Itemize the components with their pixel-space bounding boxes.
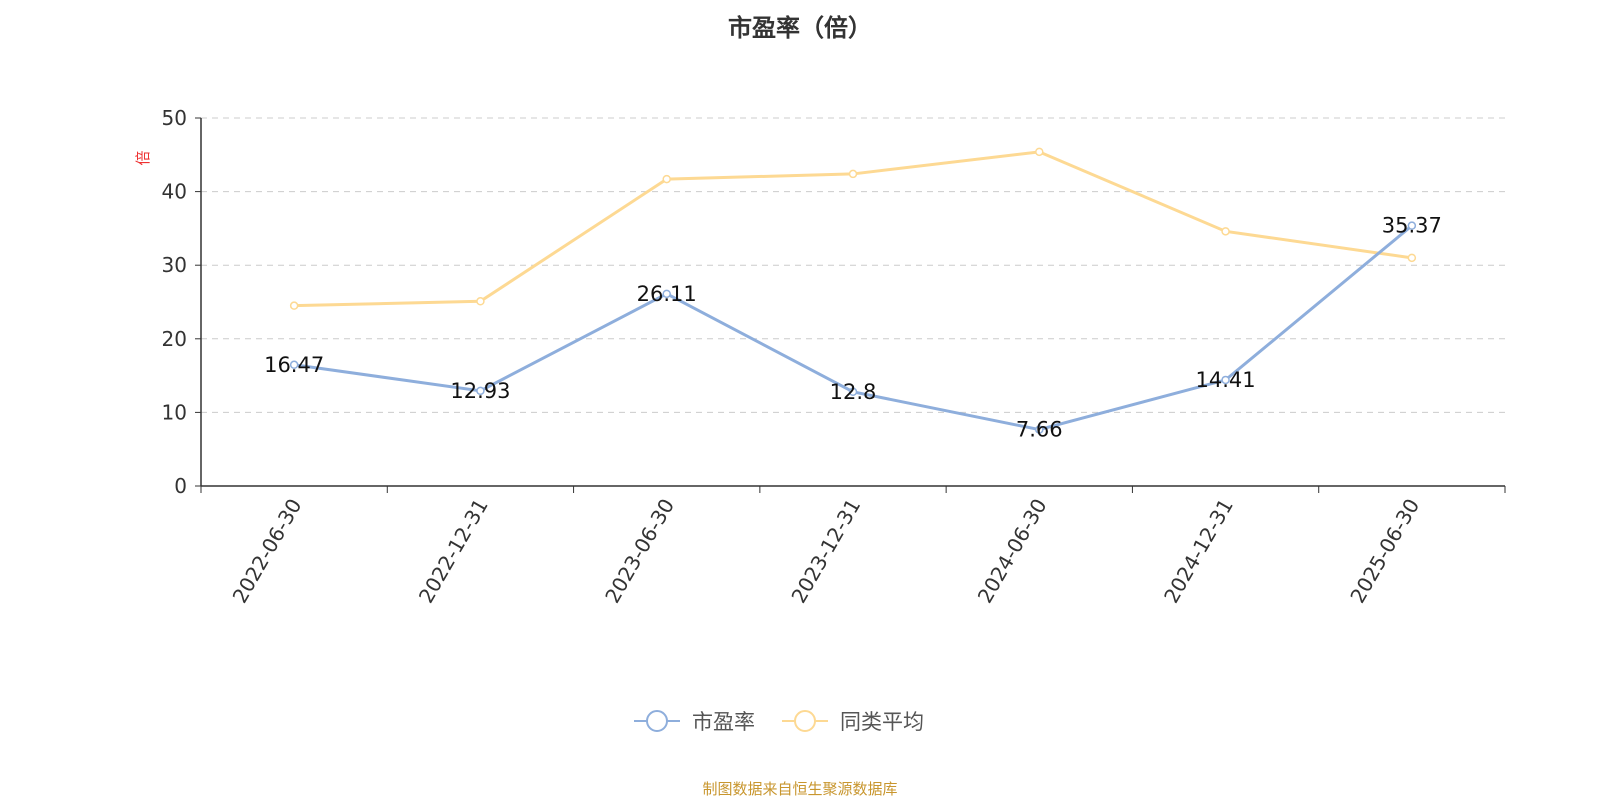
legend-marker <box>646 710 668 732</box>
legend-label: 市盈率 <box>692 710 755 734</box>
data-point <box>662 289 671 299</box>
x-tick-label: 2025-06-30 <box>1345 495 1424 608</box>
data-point <box>848 387 858 397</box>
data-point <box>1407 253 1417 263</box>
x-tick-label: 2023-12-31 <box>786 495 865 608</box>
data-source-note: 制图数据来自恒生聚源数据库 <box>702 780 898 798</box>
y-tick-label: 40 <box>162 180 187 204</box>
data-point <box>1035 147 1044 157</box>
data-label: 14.41 <box>1196 368 1256 392</box>
data-label: 7.66 <box>1016 418 1063 442</box>
data-point <box>848 169 858 179</box>
y-axis-label: 倍 <box>134 150 152 165</box>
x-tick-label: 2023-06-30 <box>600 495 679 608</box>
x-tick-label: 2022-12-31 <box>414 495 493 608</box>
data-point <box>289 360 299 370</box>
legend-marker <box>794 710 816 732</box>
legend-label: 同类平均 <box>840 710 924 734</box>
data-point <box>289 301 299 310</box>
data-label: 12.93 <box>450 379 510 403</box>
y-tick-label: 50 <box>162 106 187 130</box>
data-label: 26.11 <box>637 282 697 306</box>
data-point <box>1407 221 1417 230</box>
data-label: 35.37 <box>1382 214 1442 238</box>
x-tick-label: 2022-06-30 <box>228 495 307 608</box>
y-tick-label: 0 <box>174 474 187 498</box>
data-point <box>1035 425 1044 434</box>
chart-title: 市盈率（倍） <box>728 14 872 42</box>
data-point <box>476 297 485 306</box>
data-point <box>476 386 485 396</box>
y-tick-label: 20 <box>162 327 187 351</box>
x-tick-label: 2024-12-31 <box>1159 495 1238 608</box>
data-point <box>1221 375 1230 385</box>
data-point <box>662 174 671 184</box>
data-label: 12.8 <box>830 380 877 404</box>
y-tick-label: 30 <box>162 253 187 277</box>
x-tick-label: 2024-06-30 <box>973 495 1052 608</box>
data-point <box>1221 227 1230 236</box>
data-label: 16.47 <box>264 353 324 377</box>
y-tick-label: 10 <box>162 400 187 424</box>
